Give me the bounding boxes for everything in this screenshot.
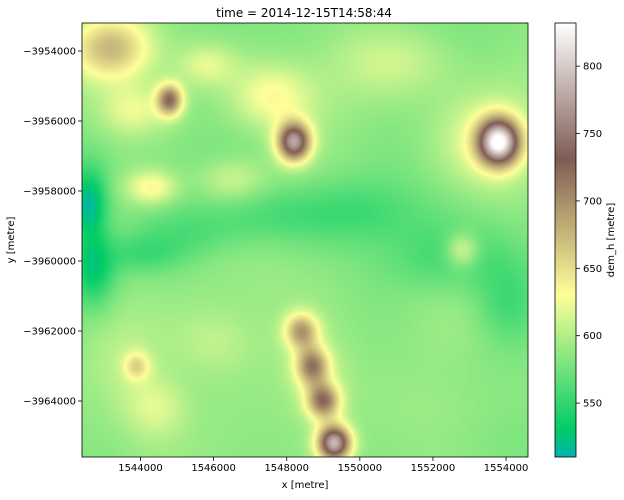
- colorbar-tick-label: 750: [583, 129, 602, 140]
- y-axis-label: y [metre]: [6, 217, 17, 264]
- y-tick-label: −3964000: [23, 397, 76, 408]
- y-tick-label: −3960000: [23, 257, 76, 268]
- x-axis: 1544000 1546000 1548000 1550000 1552000 15540…: [118, 457, 528, 474]
- x-tick-label: 1544000: [118, 463, 163, 474]
- x-tick-label: 1546000: [191, 463, 236, 474]
- y-axis: −3954000 −3956000 −3958000 −3960000 −3962000…: [23, 47, 82, 408]
- colorbar-tick-label: 550: [583, 399, 602, 410]
- y-tick-label: −3962000: [23, 327, 76, 338]
- colorbar-tick-label: 600: [583, 331, 602, 342]
- colorbar-gradient: [555, 23, 576, 457]
- colorbar-tick-label: 800: [583, 62, 602, 73]
- y-tick-label: −3956000: [23, 117, 76, 128]
- colorbar-tick-label: 700: [583, 196, 602, 207]
- colorbar-axis: 550 600 650 700 750 800: [576, 62, 602, 410]
- colorbar-frame: [554, 22, 577, 458]
- x-tick-label: 1550000: [338, 463, 383, 474]
- elevation-heatmap: [82, 23, 528, 457]
- colorbar-label: dem_h [metre]: [606, 203, 617, 278]
- plot-frame: [81, 22, 529, 458]
- x-axis-label: x [metre]: [282, 480, 329, 491]
- x-tick-label: 1554000: [484, 463, 529, 474]
- chart-title: time = 2014-12-15T14:58:44: [216, 6, 392, 20]
- x-tick-label: 1552000: [411, 463, 456, 474]
- y-tick-label: −3958000: [23, 187, 76, 198]
- x-tick-label: 1548000: [264, 463, 309, 474]
- y-tick-label: −3954000: [23, 47, 76, 58]
- colorbar-tick-label: 650: [583, 264, 602, 275]
